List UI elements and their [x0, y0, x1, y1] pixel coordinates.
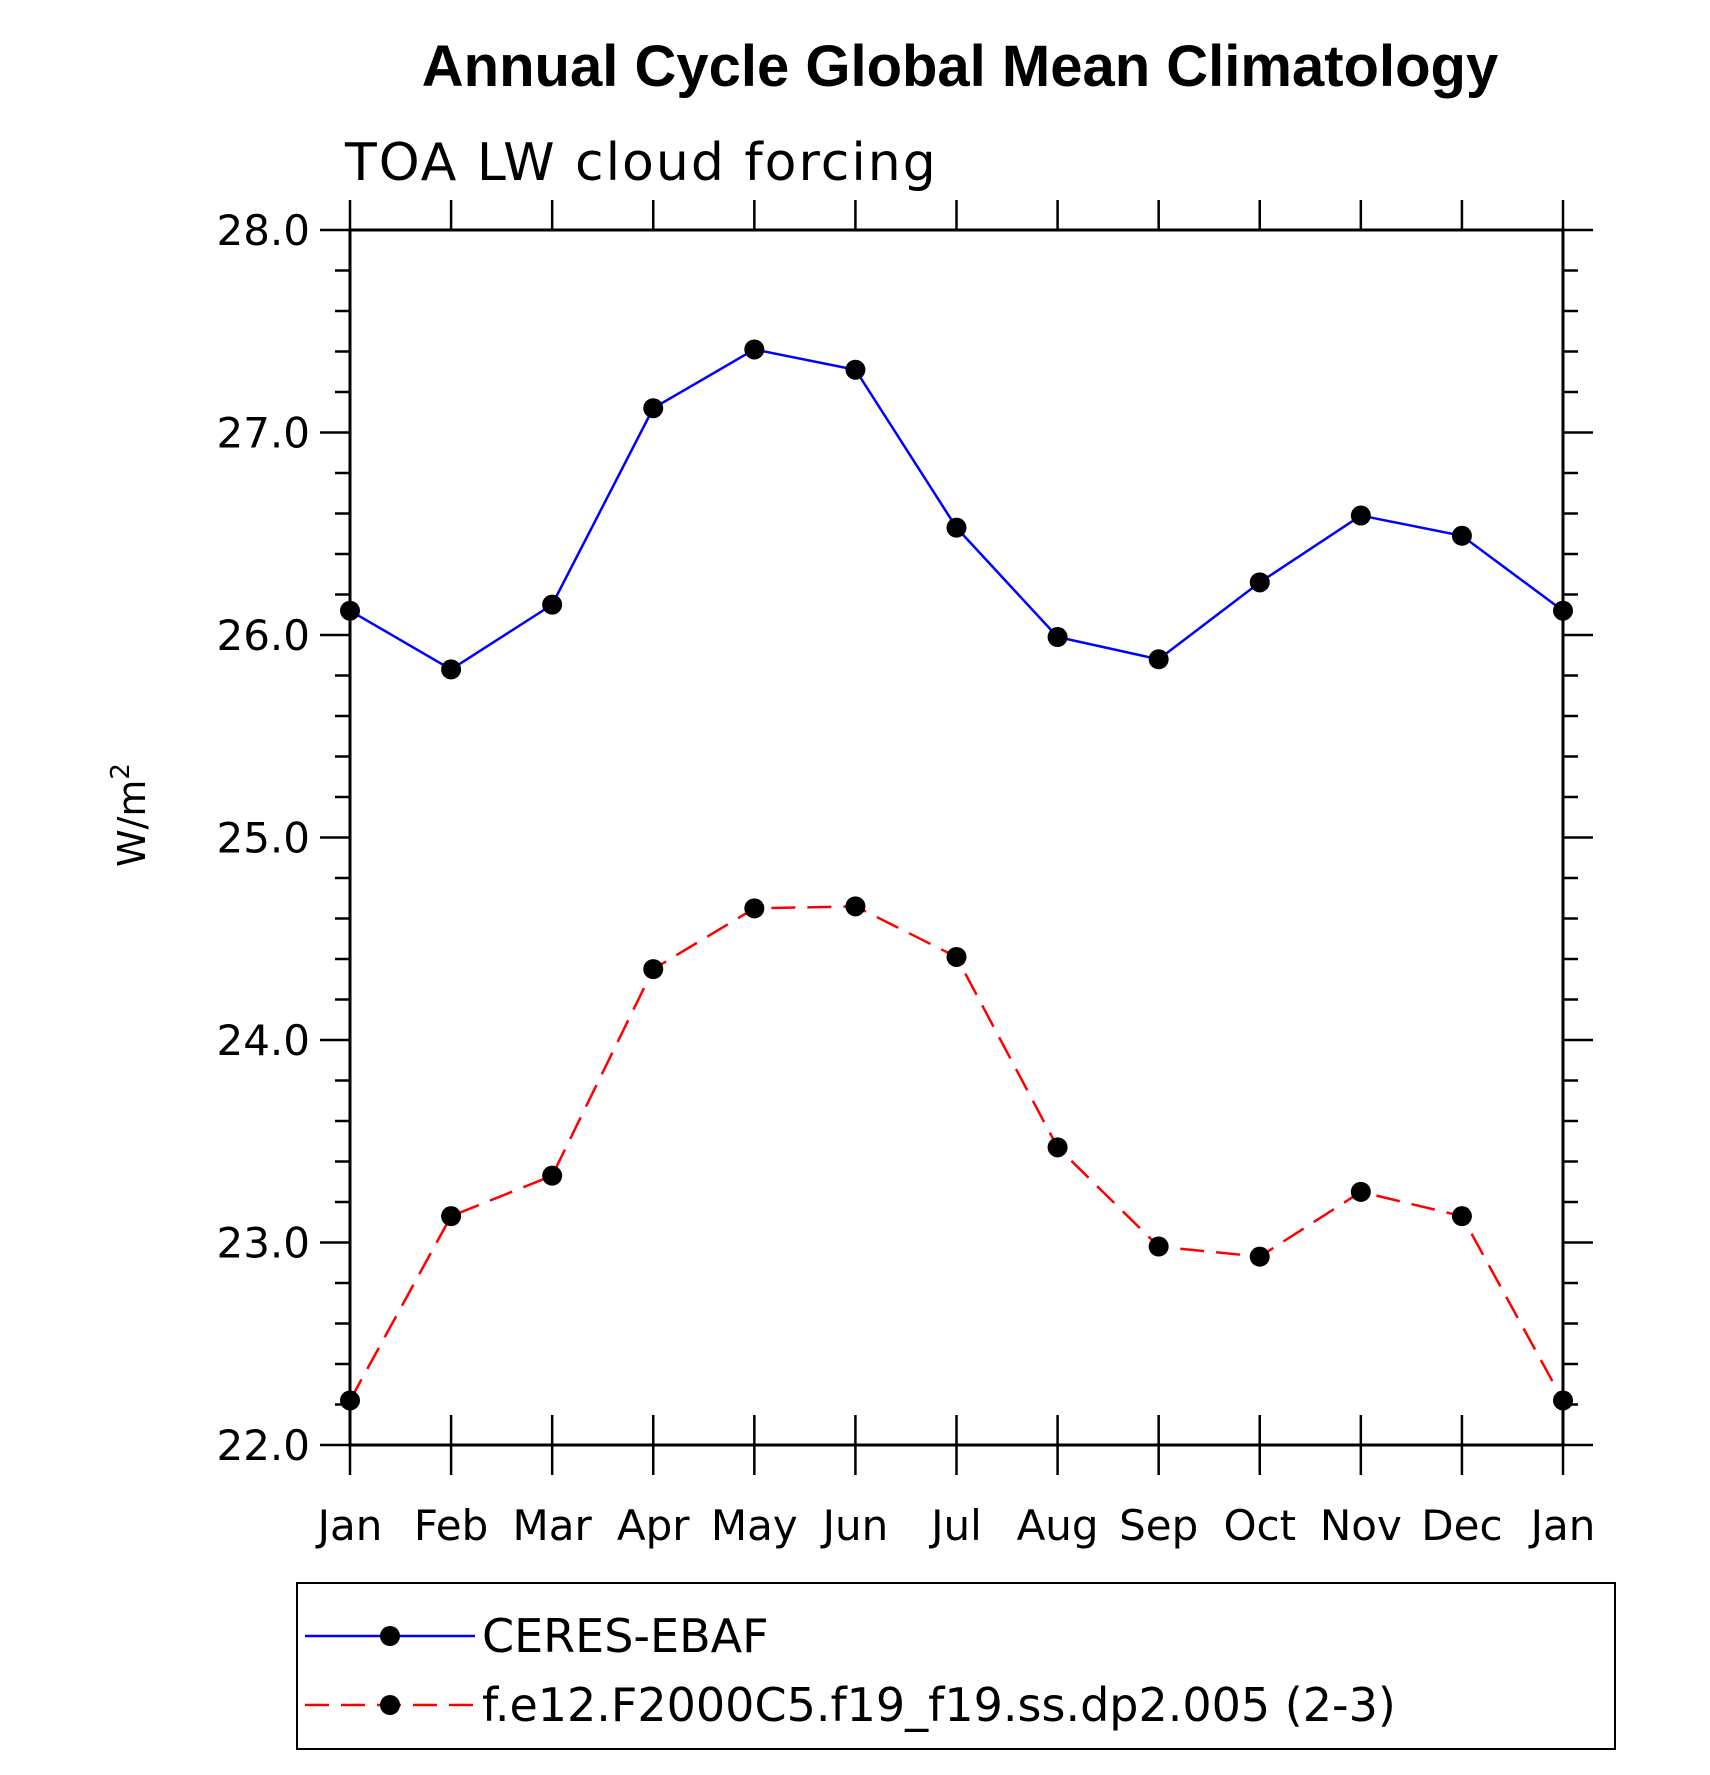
legend-label: CERES-EBAF: [482, 1609, 769, 1663]
axis-ticks: [320, 200, 1593, 1475]
series-point: [542, 1165, 563, 1186]
x-tick-label: Jan: [315, 1501, 383, 1550]
legend: CERES-EBAF f.e12.F2000C5.f19_f19.ss.dp2.0…: [296, 1582, 1616, 1750]
legend-box: [296, 1582, 1616, 1750]
series-point: [946, 517, 967, 538]
series-point: [1553, 1390, 1573, 1411]
y-axis-label: W/m2: [106, 763, 154, 867]
series-point: [744, 898, 765, 919]
y-tick-label: 27.0: [216, 409, 310, 458]
x-tick-label: Oct: [1223, 1501, 1296, 1550]
x-tick-label: Mar: [513, 1501, 593, 1550]
x-tick-label: May: [711, 1501, 798, 1550]
x-tick-label: Nov: [1320, 1501, 1402, 1550]
y-axis-label-text: W/m: [110, 780, 154, 867]
chart-title: Annual Cycle Global Mean Climatology: [422, 34, 1498, 99]
x-tick-label: Jun: [820, 1501, 889, 1550]
legend-marker: [380, 1626, 400, 1646]
series-layer: [340, 339, 1573, 1411]
y-tick-label: 28.0: [216, 206, 310, 255]
y-tick-label: 25.0: [216, 814, 310, 863]
x-tick-label: Sep: [1119, 1501, 1198, 1550]
series-point: [1047, 1137, 1068, 1158]
series-line: [348, 905, 1565, 1402]
series-point: [1148, 649, 1169, 670]
y-tick-label: 24.0: [216, 1016, 310, 1065]
y-axis-label-superscript: 2: [106, 763, 136, 780]
series-point: [1451, 525, 1472, 546]
series-point: [1350, 505, 1371, 526]
x-tick-labels: Jan Feb Mar Apr May Jun Jul Aug Sep Oct Nov Dec Jan: [315, 1501, 1596, 1550]
series-point: [441, 659, 462, 680]
series-point: [340, 1390, 360, 1411]
plot-frame: [348, 228, 1565, 1447]
y-tick-label: 26.0: [216, 611, 310, 660]
svg-text:W/m2: W/m2: [106, 763, 154, 867]
series-point: [1047, 627, 1068, 648]
series-point: [1249, 572, 1270, 593]
series-point: [845, 896, 866, 917]
series-point: [1350, 1181, 1371, 1202]
y-tick-label: 23.0: [216, 1219, 310, 1268]
series-point: [1148, 1236, 1169, 1257]
series-point: [946, 946, 967, 967]
series-point: [643, 398, 664, 419]
series-point: [542, 594, 563, 615]
series-point: [1451, 1206, 1472, 1227]
legend-marker: [380, 1695, 400, 1715]
x-tick-label: Aug: [1017, 1501, 1099, 1550]
series-point: [845, 359, 866, 380]
x-tick-label: Jan: [1528, 1501, 1596, 1550]
series-point: [744, 339, 765, 360]
chart-subtitle: TOA LW cloud forcing: [344, 133, 938, 193]
y-tick-label: 22.0: [216, 1421, 310, 1470]
series-line: [349, 348, 1564, 671]
series-point: [1249, 1246, 1270, 1267]
x-tick-label: Dec: [1421, 1501, 1502, 1550]
x-tick-label: Apr: [617, 1501, 690, 1550]
legend-label: f.e12.F2000C5.f19_f19.ss.dp2.005 (2-3): [482, 1678, 1396, 1732]
series-point: [1553, 600, 1573, 621]
series-point: [340, 600, 360, 621]
x-tick-label: Jul: [928, 1501, 982, 1550]
y-tick-labels: 22.0 23.0 24.0 25.0 26.0 27.0 28.0: [216, 206, 310, 1470]
series-point: [441, 1206, 462, 1227]
x-tick-label: Feb: [414, 1501, 488, 1550]
series-point: [643, 959, 664, 980]
